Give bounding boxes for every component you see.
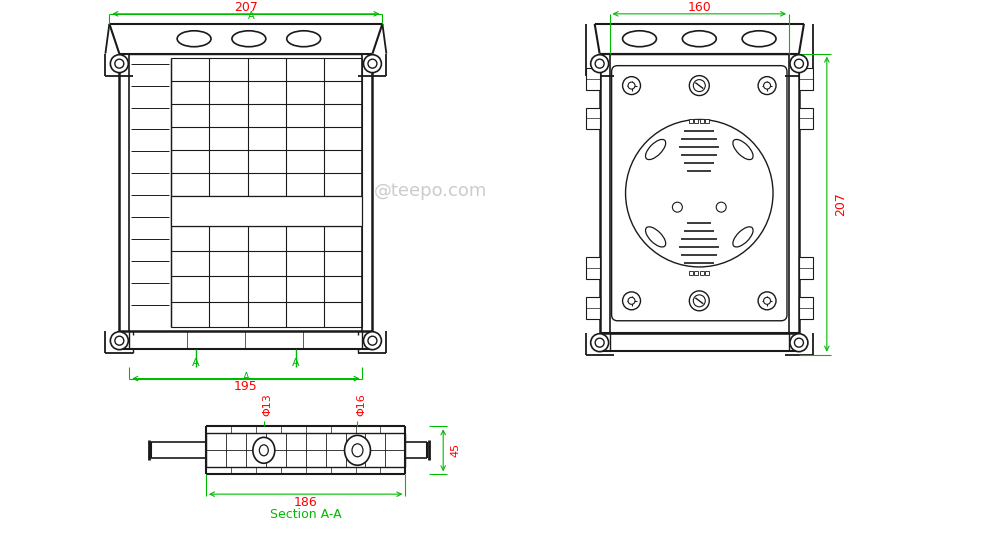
Circle shape: [672, 202, 682, 212]
Text: 186: 186: [294, 496, 318, 509]
Text: 45: 45: [451, 443, 461, 457]
Circle shape: [689, 291, 709, 311]
Ellipse shape: [733, 139, 753, 160]
Ellipse shape: [253, 437, 275, 463]
Ellipse shape: [260, 445, 269, 456]
Circle shape: [595, 59, 604, 68]
Ellipse shape: [733, 227, 753, 247]
Ellipse shape: [645, 227, 665, 247]
Ellipse shape: [345, 435, 371, 465]
Circle shape: [693, 80, 705, 92]
Text: A: A: [292, 358, 300, 368]
Text: Φ13: Φ13: [263, 393, 273, 416]
Bar: [585, 297, 599, 319]
Bar: [689, 271, 693, 275]
Bar: [799, 297, 813, 319]
Circle shape: [595, 338, 604, 347]
Ellipse shape: [742, 31, 776, 47]
Bar: [585, 108, 599, 129]
Text: Φ16: Φ16: [357, 393, 367, 416]
Bar: [799, 257, 813, 279]
Circle shape: [622, 292, 640, 310]
Bar: [689, 120, 693, 123]
Bar: [585, 68, 599, 90]
Text: 160: 160: [687, 2, 711, 14]
Text: A: A: [243, 371, 249, 382]
Circle shape: [628, 297, 635, 304]
Bar: [705, 120, 709, 123]
Ellipse shape: [177, 31, 211, 47]
Ellipse shape: [352, 444, 363, 457]
Bar: [171, 196, 363, 226]
Circle shape: [368, 59, 377, 68]
Circle shape: [364, 55, 382, 73]
Circle shape: [693, 295, 705, 307]
Bar: [799, 68, 813, 90]
Circle shape: [794, 59, 803, 68]
Circle shape: [716, 202, 726, 212]
Text: 207: 207: [834, 192, 847, 216]
Circle shape: [628, 82, 635, 89]
Text: @teepo.com: @teepo.com: [374, 182, 487, 200]
FancyBboxPatch shape: [611, 65, 787, 321]
Bar: [705, 271, 709, 275]
Circle shape: [758, 77, 776, 94]
Ellipse shape: [645, 139, 665, 160]
Circle shape: [622, 77, 640, 94]
Ellipse shape: [682, 31, 716, 47]
Circle shape: [590, 334, 608, 352]
Bar: [700, 271, 704, 275]
Bar: [585, 257, 599, 279]
Ellipse shape: [622, 31, 656, 47]
Bar: [700, 120, 704, 123]
Circle shape: [110, 55, 128, 73]
Circle shape: [794, 338, 803, 347]
Circle shape: [115, 59, 124, 68]
Circle shape: [590, 55, 608, 73]
Circle shape: [790, 55, 808, 73]
Circle shape: [115, 336, 124, 345]
Circle shape: [763, 297, 770, 304]
Ellipse shape: [232, 31, 266, 47]
Circle shape: [368, 336, 377, 345]
Bar: [694, 271, 698, 275]
Ellipse shape: [287, 31, 321, 47]
Circle shape: [790, 334, 808, 352]
Circle shape: [110, 332, 128, 349]
Bar: [694, 120, 698, 123]
Text: A: A: [248, 11, 254, 21]
Text: A: A: [192, 358, 200, 368]
Text: 207: 207: [234, 2, 258, 14]
Circle shape: [763, 82, 770, 89]
Text: 195: 195: [234, 380, 258, 393]
Circle shape: [758, 292, 776, 310]
Circle shape: [364, 332, 382, 349]
Bar: [799, 108, 813, 129]
Circle shape: [689, 76, 709, 95]
Text: Section A-A: Section A-A: [270, 508, 342, 520]
